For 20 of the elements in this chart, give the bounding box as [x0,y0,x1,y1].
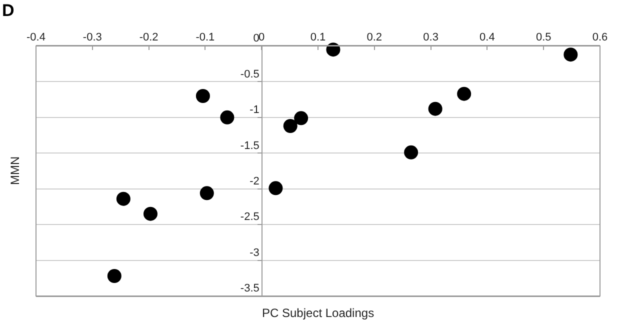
x-tick-label: 0.5 [536,32,552,44]
text: D [2,1,14,20]
x-tick-label: -0.3 [82,32,102,44]
x-tick-label: -0.1 [196,32,215,44]
x-tick-label: -0.4 [26,32,46,44]
x-tick-label: 0.6 [592,32,608,44]
y-axis-title: MMN [8,156,22,185]
x-tick-label: 0.2 [366,32,382,44]
x-tick-label: -0.2 [139,32,158,44]
y-tick-label: -3 [250,246,260,259]
y-tick-label: -0.5 [240,68,260,80]
x-tick-label: 0.4 [480,32,495,44]
y-tick-label: -2.5 [240,211,260,224]
y-tick-label: -1.5 [240,140,260,152]
y-tick-label: -3.5 [240,282,260,295]
y-tick-label: -2 [250,176,260,188]
x-axis-title: PC Subject Loadings [262,306,374,320]
x-tick-label: 0.3 [423,32,438,44]
y-tick-label: -1 [250,104,260,116]
x-tick-label: 0.1 [310,32,326,44]
